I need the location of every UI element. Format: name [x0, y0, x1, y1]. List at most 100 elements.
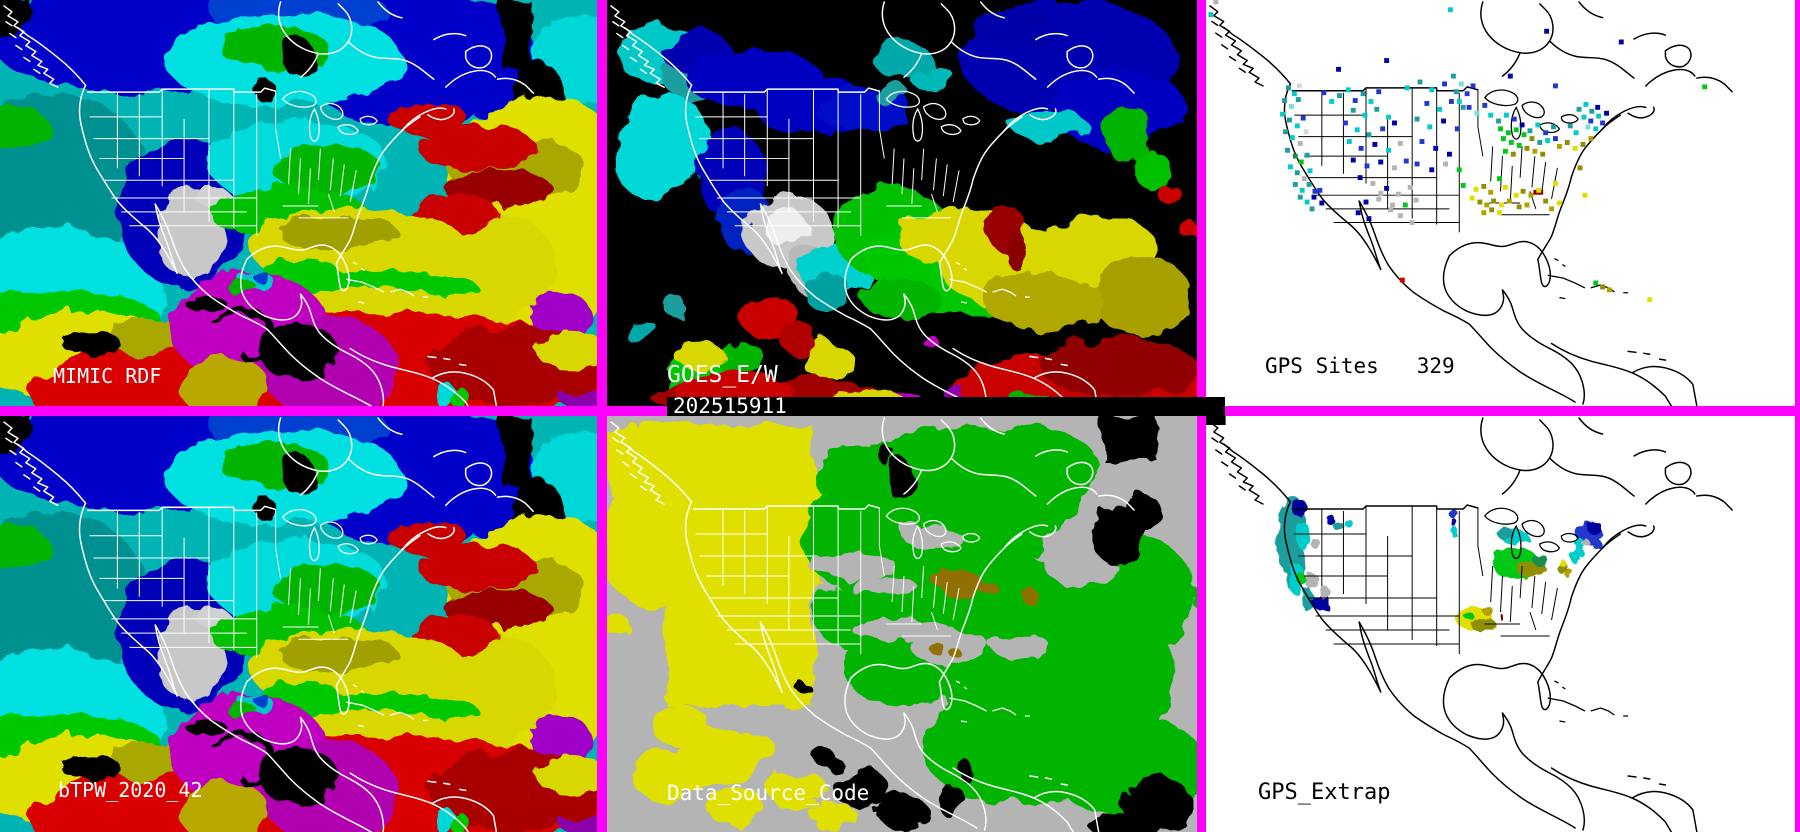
gps-extrap-blob — [1571, 550, 1580, 564]
gps-site-marker — [1589, 108, 1595, 114]
gps-site-marker — [1607, 287, 1612, 293]
gps-site-marker — [1513, 127, 1519, 133]
gps-site-marker — [1404, 85, 1410, 91]
gps-site-marker — [1593, 126, 1599, 132]
gps-site-marker — [1213, 0, 1219, 5]
gps-site-marker — [1366, 216, 1372, 222]
gps-site-marker — [1505, 130, 1511, 136]
gps-site-marker — [1386, 147, 1392, 153]
gps-site-marker — [1488, 112, 1494, 118]
gps-site-marker — [1600, 120, 1606, 126]
mimic-tpw-image — [0, 0, 597, 406]
timestamp-text: 202515911 — [673, 394, 787, 418]
gps-site-marker — [1453, 89, 1459, 95]
gps-site-marker — [1291, 91, 1297, 97]
gps-site-marker — [1537, 140, 1543, 145]
gps-site-marker — [1549, 206, 1555, 212]
gps-site-marker — [1301, 176, 1307, 182]
gps-site-marker — [1419, 139, 1425, 144]
gps-extrap-blob — [1325, 515, 1336, 525]
gps-site-marker — [1604, 110, 1609, 116]
gps-site-marker — [1358, 145, 1364, 151]
gps-site-marker — [1402, 202, 1408, 208]
gps-site-marker — [1298, 159, 1304, 165]
panel-btpw: bTPW_2020_42 — [0, 416, 597, 832]
gps-site-marker — [1355, 210, 1361, 216]
gps-site-marker — [1506, 198, 1512, 204]
goes-tpw-image — [607, 0, 1197, 406]
gps-site-marker — [1287, 164, 1293, 170]
gps-site-marker — [1502, 148, 1508, 154]
gps-site-marker — [1702, 84, 1708, 90]
gps-site-marker — [1414, 161, 1420, 167]
gps-extrap-blob — [1451, 526, 1458, 538]
gps-site-marker — [1441, 118, 1447, 124]
gps-site-marker — [1306, 182, 1312, 187]
gps-site-marker — [1283, 129, 1288, 135]
gps-site-marker — [1477, 199, 1483, 205]
gps-site-marker — [1384, 185, 1390, 191]
gps-site-marker — [1564, 140, 1570, 145]
gps-extrap-blob — [1531, 554, 1548, 566]
gps-site-marker — [1403, 158, 1409, 164]
gps-site-marker — [1297, 141, 1303, 146]
gps-extrap-blob — [1332, 522, 1345, 530]
gps-site-marker — [1583, 101, 1589, 107]
gps-site-marker — [1553, 136, 1558, 142]
timestamp-bar: 202515911 — [667, 394, 1225, 418]
gps-site-marker — [1511, 116, 1517, 122]
divider-vertical-1 — [597, 0, 607, 832]
gps-site-marker — [1397, 213, 1403, 219]
gps-site-marker — [1294, 123, 1300, 129]
gps-site-marker — [1388, 207, 1394, 213]
gps-site-marker — [1618, 39, 1624, 45]
gps-site-marker — [1307, 168, 1313, 174]
gps-site-marker — [1282, 98, 1287, 103]
gps-site-marker — [1524, 202, 1530, 208]
panel-gps-extrap: GPS_Extrap — [1206, 416, 1795, 832]
gps-extrap-label: GPS_Extrap — [1258, 780, 1391, 805]
gps-site-marker — [1484, 202, 1490, 208]
gps-site-marker — [1503, 112, 1509, 118]
gps-site-marker — [1319, 200, 1325, 206]
gps-site-marker — [1572, 145, 1578, 151]
gps-site-marker — [1491, 198, 1497, 204]
gps-site-marker — [1354, 127, 1360, 133]
gps-extrap-blob — [1290, 500, 1309, 516]
gps-site-marker — [1443, 161, 1448, 167]
gps-site-marker — [1392, 165, 1397, 171]
gps-site-marker — [1588, 136, 1594, 142]
gps-site-marker — [1427, 124, 1433, 130]
gps-extrap-blobs — [1275, 496, 1603, 632]
gps-site-marker — [1399, 277, 1405, 283]
gps-site-marker — [1397, 141, 1403, 146]
gps-site-marker — [1309, 206, 1315, 212]
gps-site-marker — [1460, 104, 1466, 110]
gps-site-marker — [1350, 157, 1356, 163]
gps-site-marker — [1303, 129, 1309, 135]
gps-site-marker — [1300, 115, 1306, 121]
gps-site-marker — [1474, 110, 1480, 116]
btpw-label: bTPW_2020_42 — [58, 778, 203, 802]
gps-site-marker — [1390, 202, 1395, 208]
gps-site-marker — [1380, 126, 1386, 132]
gps-site-marker — [1553, 83, 1558, 89]
gps-site-marker — [1516, 204, 1522, 210]
gps-site-marker — [1424, 101, 1430, 106]
timestamp-bar-remnant — [1206, 416, 1226, 425]
gps-site-marker — [1600, 284, 1606, 290]
gps-site-marker — [1342, 120, 1348, 126]
gps-site-marker — [1551, 124, 1556, 130]
gps-site-marker — [1447, 7, 1453, 13]
gps-site-marker — [1288, 103, 1294, 109]
gps-site-marker — [1588, 118, 1594, 124]
gps-site-marker — [1362, 112, 1368, 118]
gps-extrap-blob — [1288, 563, 1305, 595]
gps-site-marker — [1286, 85, 1291, 91]
gps-site-marker — [1536, 187, 1542, 193]
gps-site-marker — [1482, 102, 1488, 108]
gps-site-marker — [1437, 106, 1443, 112]
gps-site-marker — [1429, 87, 1435, 93]
gps-site-marker — [1460, 182, 1466, 188]
